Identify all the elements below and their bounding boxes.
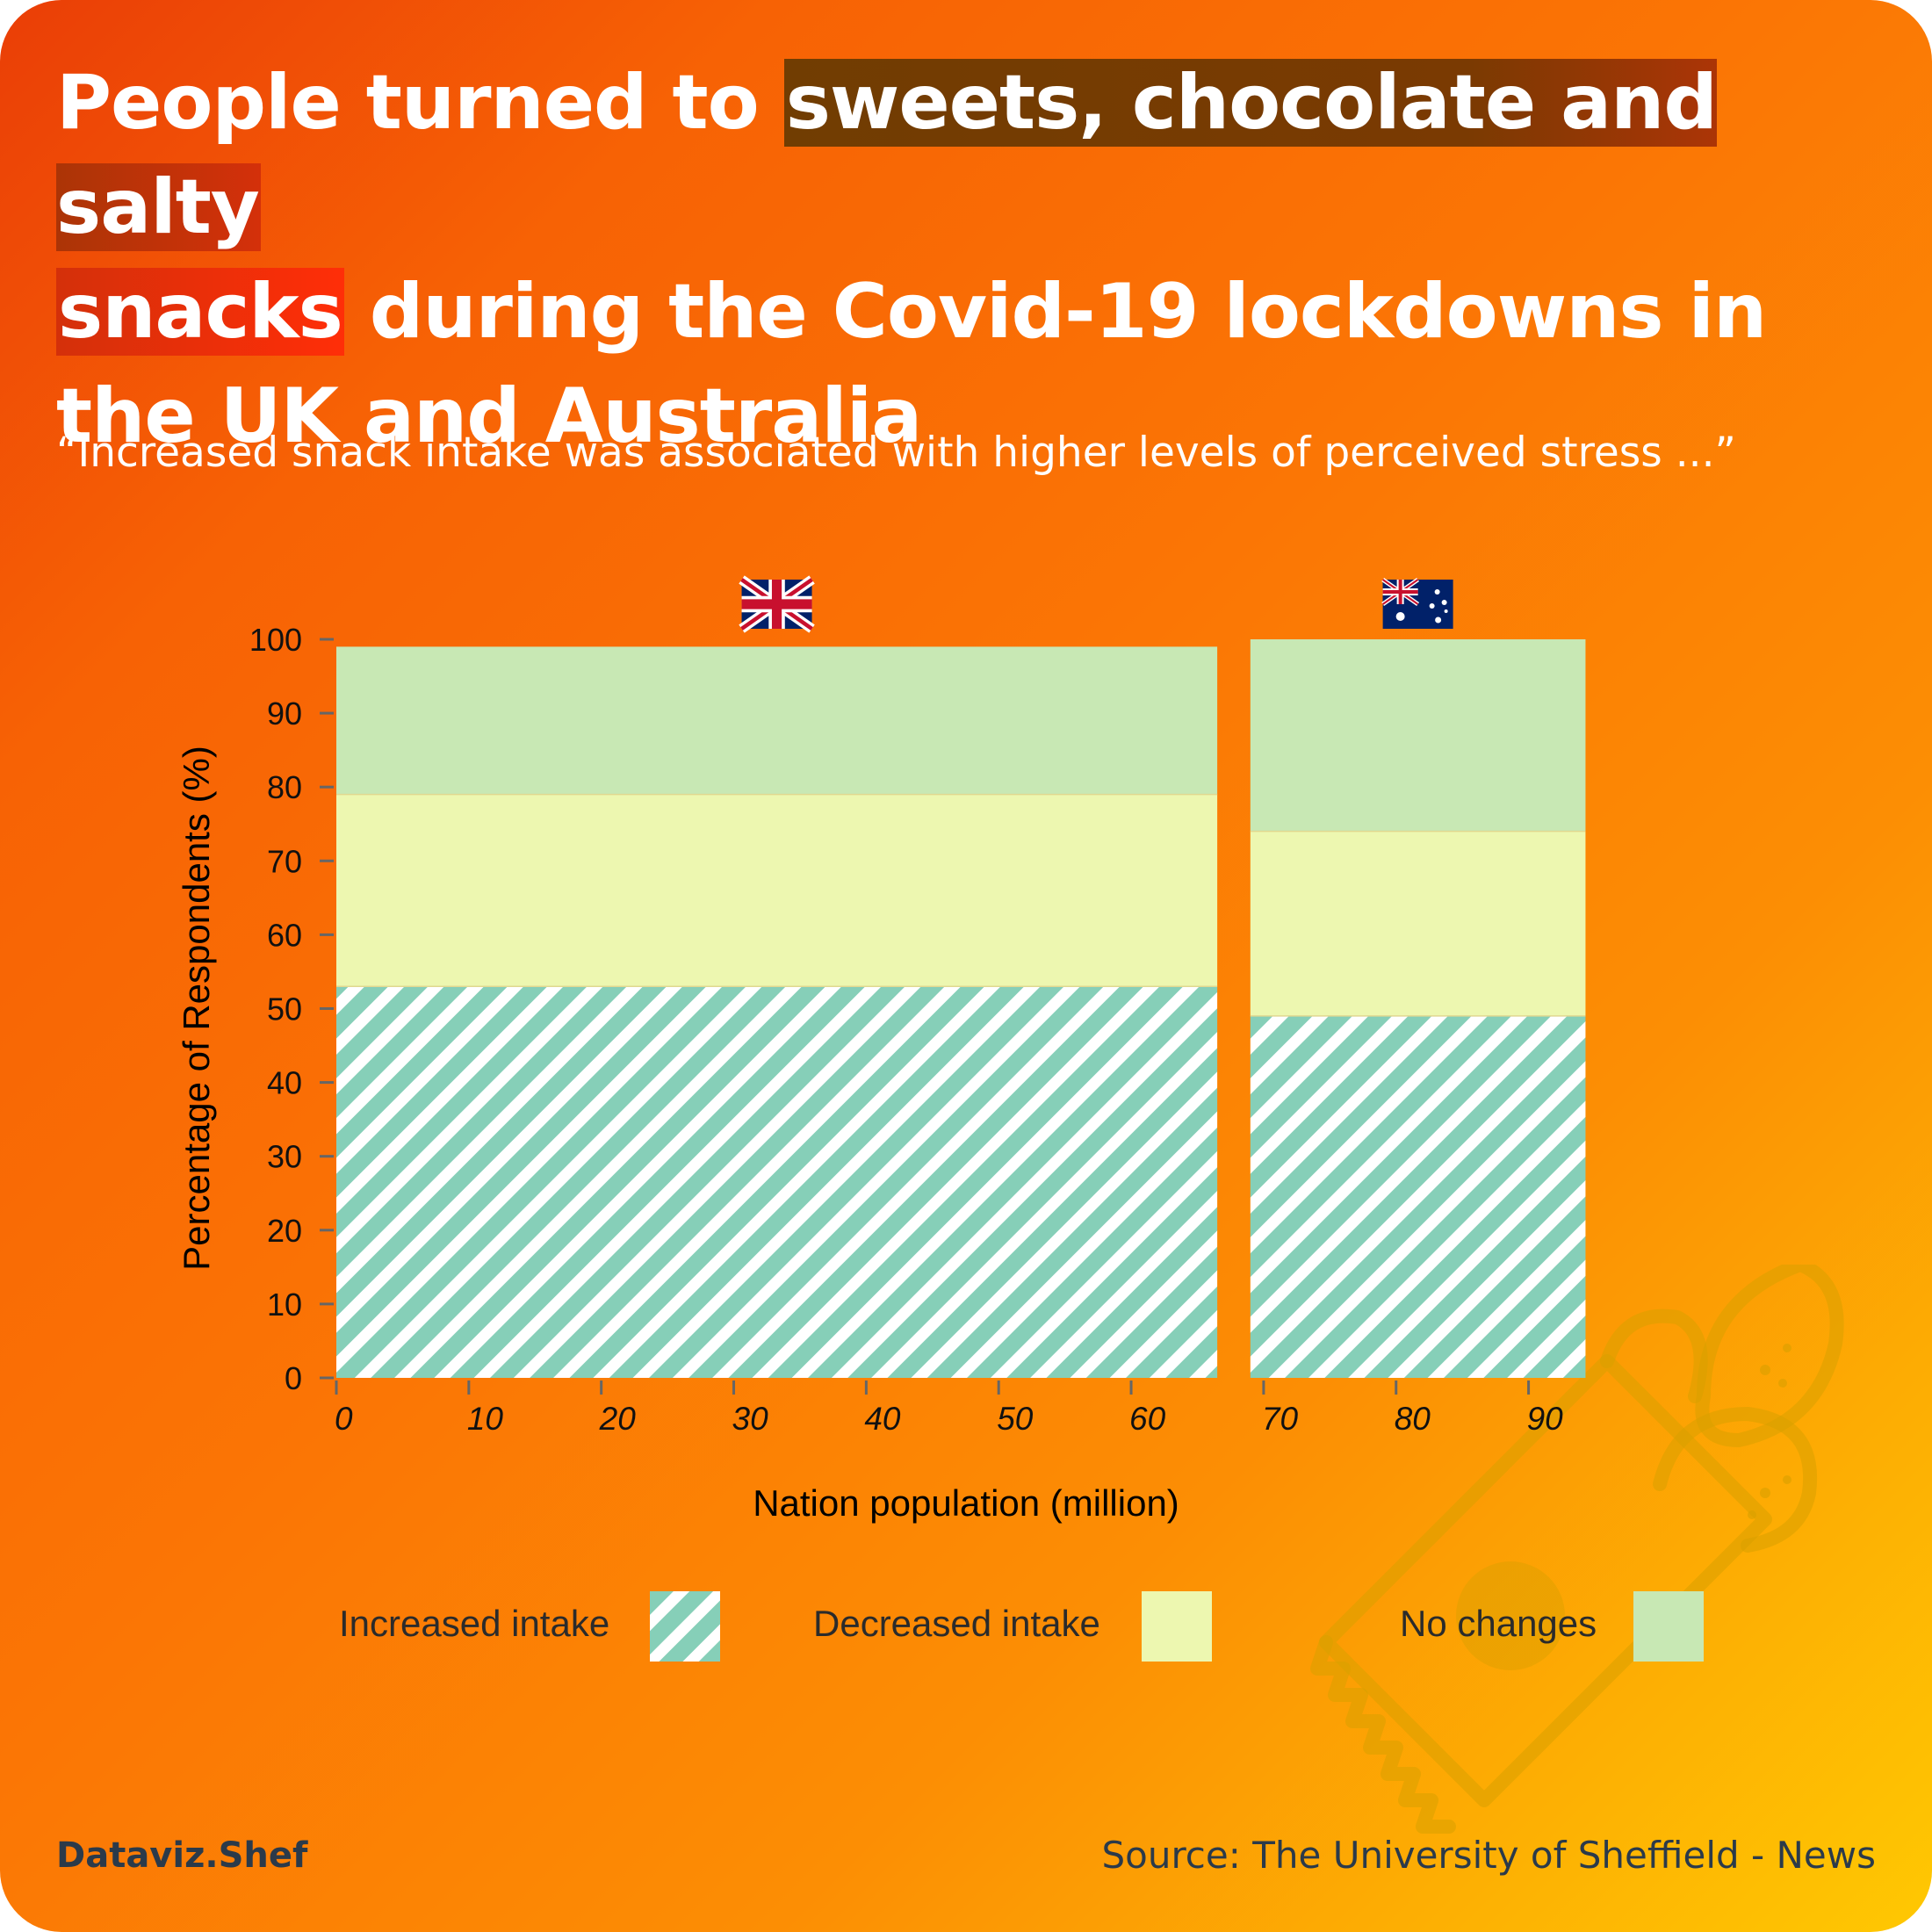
bar-segment-no-changes: [1250, 639, 1586, 832]
y-tick-label: 20: [267, 1213, 302, 1249]
x-tick-label: 60: [1129, 1401, 1166, 1437]
y-tick-label: 30: [267, 1139, 302, 1175]
y-tick-label: 70: [267, 843, 302, 879]
x-tick-label: 90: [1527, 1401, 1564, 1437]
title-part-2: during the Covid-19 lockdowns in the UK …: [56, 268, 1767, 460]
y-tick-label: 0: [285, 1360, 302, 1396]
y-tick-label: 90: [267, 696, 302, 732]
x-axis-label: Nation population (million): [753, 1482, 1179, 1524]
australia-flag-icon: [1381, 577, 1453, 629]
y-tick-label: 100: [249, 622, 302, 658]
y-tick-label: 10: [267, 1287, 302, 1323]
x-tick-label: 70: [1262, 1401, 1299, 1437]
x-tick-label: 40: [864, 1401, 901, 1437]
x-axis: 0 10 20 30 40 50 60 70 80 90: [335, 1381, 1563, 1437]
subtitle-quote: “Increased snack intake was associated w…: [56, 429, 1736, 477]
bar-segment-decreased-intake: [336, 794, 1218, 987]
chart: 0 10 20 30 40 50 60 70 80 90 100 0 10 20 30 40 50 60 70 80…: [176, 575, 1586, 1524]
x-tick-label: 80: [1395, 1401, 1431, 1437]
x-tick-label: 50: [997, 1401, 1034, 1437]
title-highlight-2: snacks: [56, 268, 344, 356]
y-axis: 0 10 20 30 40 50 60 70 80 90 100: [249, 622, 334, 1396]
legend-label-decreased: Decreased intake: [813, 1603, 1100, 1644]
y-tick-label: 40: [267, 1065, 302, 1101]
flags: [739, 575, 1453, 633]
y-tick-label: 50: [267, 991, 302, 1027]
bars: [336, 639, 1586, 1378]
legend-swatch-no-changes: [1633, 1591, 1704, 1662]
brand-logo-text: Dataviz.Shef: [56, 1835, 308, 1876]
bar-segment-increased-intake: [336, 986, 1218, 1378]
y-tick-label: 80: [267, 769, 302, 805]
x-tick-label: 20: [599, 1401, 637, 1437]
bar-segment-no-changes: [336, 646, 1218, 795]
page-title: People turned to sweets, chocolate and s…: [56, 51, 1883, 469]
y-tick-label: 60: [267, 917, 302, 953]
x-tick-label: 0: [335, 1401, 353, 1437]
x-tick-label: 30: [732, 1401, 769, 1437]
legend-label-no-changes: No changes: [1400, 1603, 1597, 1644]
title-part-1: People turned to: [56, 59, 784, 147]
legend-swatch-decreased: [1142, 1591, 1212, 1662]
legend-label-increased: Increased intake: [339, 1603, 610, 1644]
source-note: Source: The University of Sheffield - Ne…: [1101, 1834, 1876, 1877]
bar-segment-decreased-intake: [1250, 831, 1586, 1016]
bar-segment-increased-intake: [1250, 1015, 1586, 1378]
uk-flag-icon: [739, 575, 815, 633]
x-tick-label: 10: [467, 1401, 504, 1437]
legend-swatch-increased: [650, 1591, 720, 1662]
snack-bag-icon: [1310, 1265, 1844, 1834]
y-axis-label: Percentage of Respondents (%): [176, 746, 217, 1271]
